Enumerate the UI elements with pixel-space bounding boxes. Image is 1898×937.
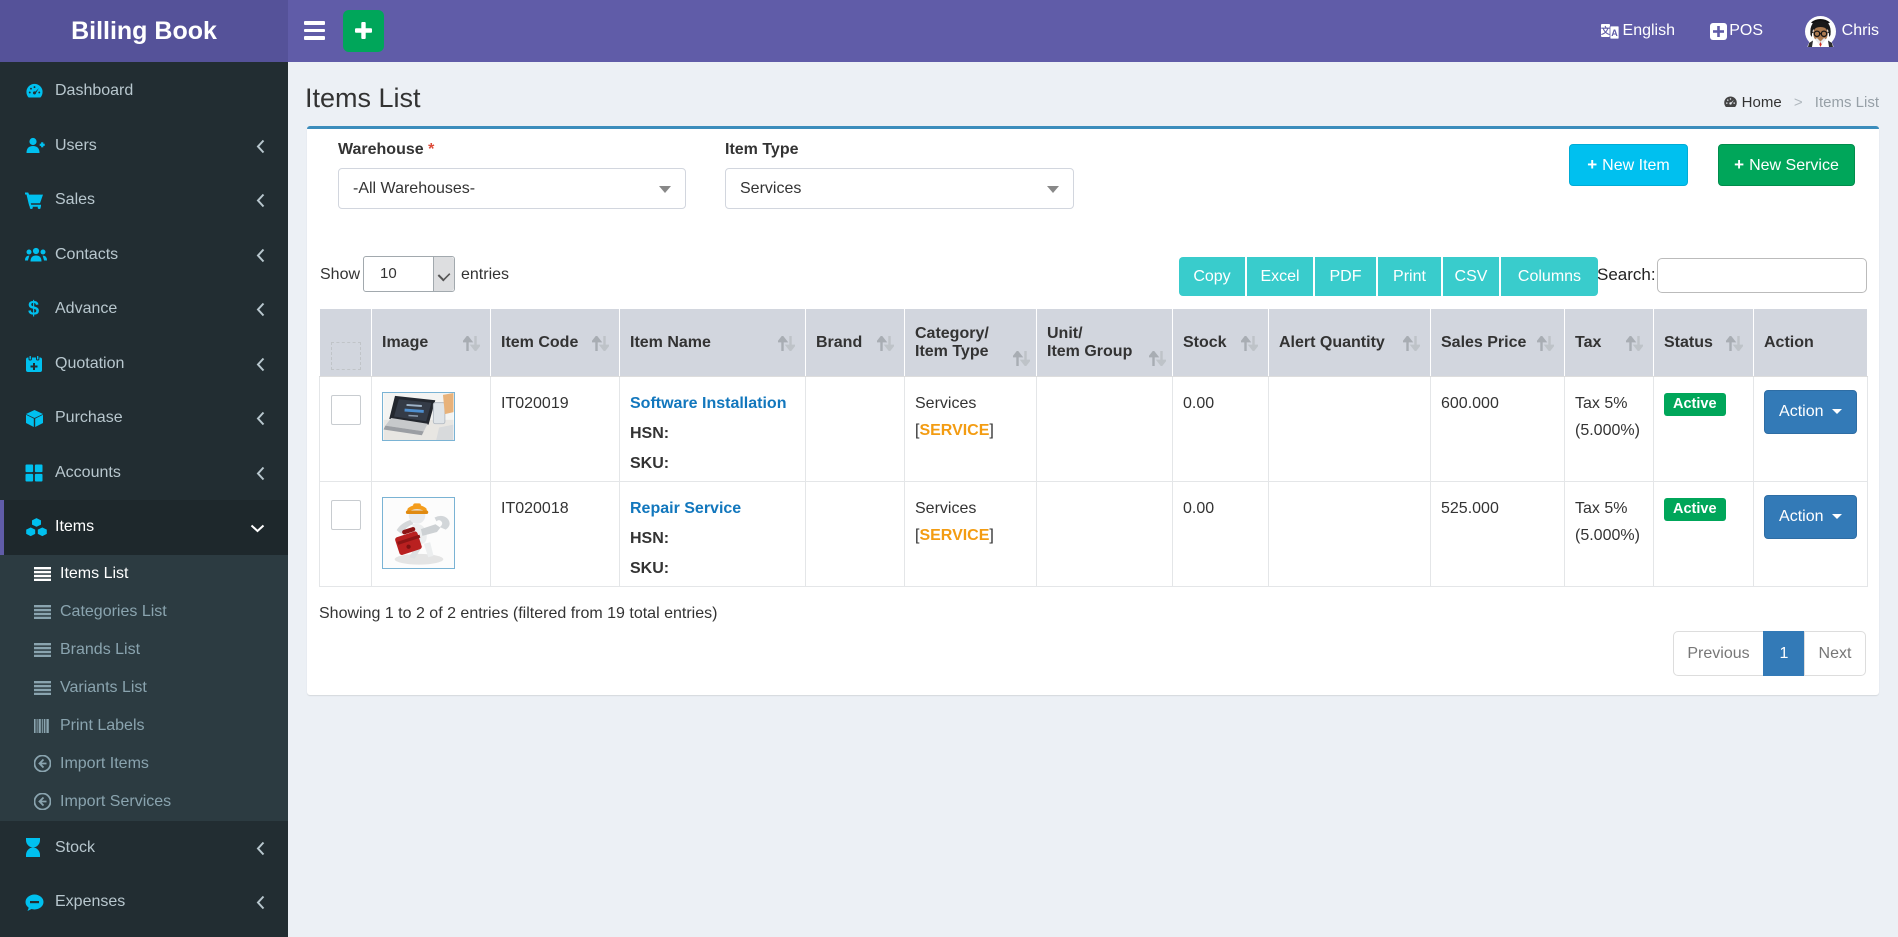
svg-text:A: A: [1611, 28, 1618, 38]
svg-text:文: 文: [1600, 25, 1611, 36]
